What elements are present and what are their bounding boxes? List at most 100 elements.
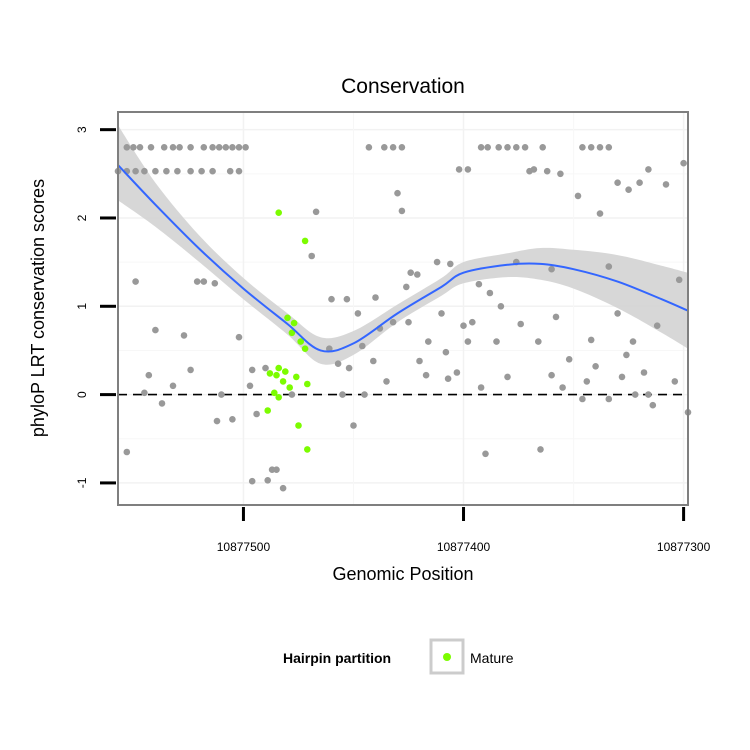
data-point: [587, 336, 595, 344]
data-point: [389, 318, 397, 326]
data-point: [675, 276, 683, 284]
data-point: [579, 144, 586, 151]
data-point: [226, 167, 234, 175]
data-point: [394, 189, 401, 197]
data-point: [497, 303, 505, 310]
data-point: [169, 144, 177, 151]
data-point: [645, 166, 652, 173]
data-point-mature: [266, 370, 274, 377]
y-tick-label: 2: [75, 214, 89, 221]
data-point: [521, 144, 529, 151]
data-point: [248, 366, 256, 374]
data-point: [447, 260, 454, 268]
data-point: [262, 364, 269, 372]
data-point: [565, 356, 573, 363]
data-point: [433, 258, 441, 266]
data-point: [469, 318, 476, 326]
points-unlabeled: [114, 144, 692, 492]
data-point: [198, 167, 205, 175]
data-point: [389, 144, 397, 151]
data-point: [583, 378, 591, 385]
data-point-mature: [275, 394, 283, 401]
data-point: [123, 448, 131, 456]
data-point: [372, 294, 379, 301]
data-point: [640, 369, 648, 376]
data-point: [235, 333, 243, 341]
data-point: [253, 410, 260, 418]
confidence-band-area: [118, 125, 688, 365]
confidence-band: [118, 125, 688, 365]
data-point: [209, 144, 216, 151]
data-point: [152, 167, 159, 175]
data-point: [618, 373, 626, 381]
data-point: [453, 369, 461, 376]
data-point: [169, 382, 177, 390]
data-point: [328, 295, 335, 303]
data-point-mature: [275, 209, 283, 216]
data-point: [614, 179, 621, 186]
data-point: [552, 313, 560, 321]
data-point-mature: [264, 407, 272, 414]
data-point: [680, 159, 687, 167]
data-point: [403, 283, 410, 291]
y-tick-label: 0: [75, 391, 89, 398]
y-tick-label: 1: [75, 303, 89, 310]
data-point: [343, 295, 351, 303]
data-point: [539, 144, 546, 151]
data-point: [596, 210, 604, 217]
data-point: [614, 310, 621, 317]
data-point: [645, 391, 652, 398]
data-point-mature: [304, 446, 311, 453]
data-point: [504, 373, 511, 381]
x-axis-title: Genomic Position: [332, 564, 473, 584]
data-point: [559, 384, 566, 391]
data-point: [631, 391, 639, 398]
x-tick-label: 10877500: [217, 540, 271, 554]
legend-label-mature: Mature: [470, 650, 514, 666]
smooth-line: [117, 164, 689, 353]
data-point: [486, 289, 494, 297]
data-point: [477, 144, 485, 151]
data-point: [365, 144, 373, 151]
data-point-mature: [273, 371, 280, 379]
data-point: [442, 348, 450, 356]
data-point: [273, 466, 280, 474]
data-point: [405, 318, 412, 326]
data-point-mature: [288, 329, 296, 337]
legend-key-dot: [443, 653, 451, 661]
data-point: [350, 422, 357, 429]
data-point: [123, 144, 131, 151]
data-point: [176, 144, 183, 151]
data-point: [414, 271, 421, 278]
y-tick-label: -1: [75, 477, 89, 488]
data-point: [180, 332, 188, 339]
points-mature: [264, 209, 311, 453]
data-point: [187, 167, 194, 175]
data-point: [213, 417, 221, 425]
data-point: [444, 375, 452, 383]
data-point-mature: [295, 422, 302, 429]
data-point: [326, 345, 333, 353]
data-point: [605, 144, 613, 151]
data-point: [605, 263, 613, 270]
data-point: [407, 269, 415, 277]
data-point: [535, 338, 542, 345]
x-axis: 10877500 10877400 10877300: [217, 507, 711, 554]
data-point: [141, 167, 148, 175]
data-point: [222, 144, 230, 151]
data-point: [464, 338, 472, 345]
data-point: [312, 208, 320, 216]
data-point: [141, 389, 148, 397]
data-point: [215, 144, 223, 151]
data-point: [623, 351, 630, 359]
data-point: [288, 391, 296, 398]
data-point: [381, 144, 388, 151]
plot-border: [117, 111, 689, 506]
data-point: [132, 278, 139, 285]
data-point: [136, 144, 144, 151]
data-point: [359, 342, 366, 350]
data-point: [398, 144, 406, 151]
data-point: [193, 278, 201, 285]
data-point: [187, 366, 194, 374]
data-point: [339, 391, 346, 398]
